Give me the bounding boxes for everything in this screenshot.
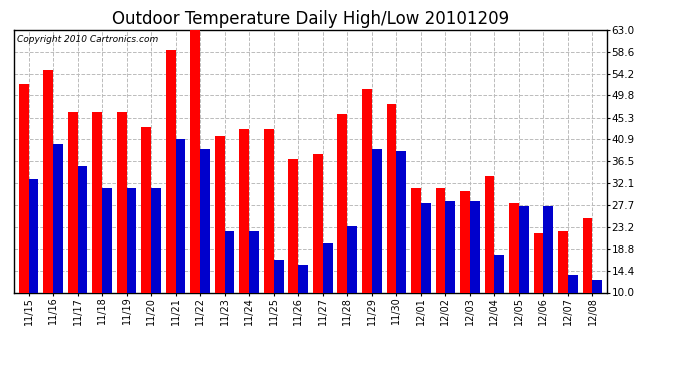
Bar — [495, 255, 504, 292]
Bar — [323, 243, 333, 292]
Bar — [200, 149, 210, 292]
Bar — [176, 139, 186, 292]
Bar — [460, 191, 470, 292]
Bar — [77, 166, 88, 292]
Bar — [411, 189, 421, 292]
Bar — [509, 203, 519, 292]
Bar — [166, 50, 176, 292]
Bar — [313, 154, 323, 292]
Bar — [544, 206, 553, 292]
Bar — [43, 70, 53, 292]
Bar — [435, 189, 445, 292]
Bar — [298, 265, 308, 292]
Bar — [92, 112, 102, 292]
Bar — [396, 152, 406, 292]
Bar — [28, 178, 39, 292]
Bar — [533, 233, 544, 292]
Bar — [347, 226, 357, 292]
Bar — [19, 84, 28, 292]
Bar — [151, 189, 161, 292]
Bar — [190, 27, 200, 292]
Bar — [386, 104, 396, 292]
Bar — [68, 112, 77, 292]
Bar — [421, 203, 431, 292]
Text: Copyright 2010 Cartronics.com: Copyright 2010 Cartronics.com — [17, 35, 158, 44]
Bar — [558, 231, 568, 292]
Bar — [568, 275, 578, 292]
Bar — [239, 129, 249, 292]
Bar — [484, 176, 495, 292]
Bar — [264, 129, 274, 292]
Bar — [582, 218, 593, 292]
Bar — [288, 159, 298, 292]
Bar — [102, 189, 112, 292]
Bar — [593, 280, 602, 292]
Bar — [225, 231, 235, 292]
Bar — [53, 144, 63, 292]
Title: Outdoor Temperature Daily High/Low 20101209: Outdoor Temperature Daily High/Low 20101… — [112, 10, 509, 28]
Bar — [249, 231, 259, 292]
Bar — [215, 136, 225, 292]
Bar — [362, 89, 372, 292]
Bar — [126, 189, 137, 292]
Bar — [519, 206, 529, 292]
Bar — [445, 201, 455, 292]
Bar — [337, 114, 347, 292]
Bar — [141, 127, 151, 292]
Bar — [117, 112, 126, 292]
Bar — [470, 201, 480, 292]
Bar — [274, 260, 284, 292]
Bar — [372, 149, 382, 292]
